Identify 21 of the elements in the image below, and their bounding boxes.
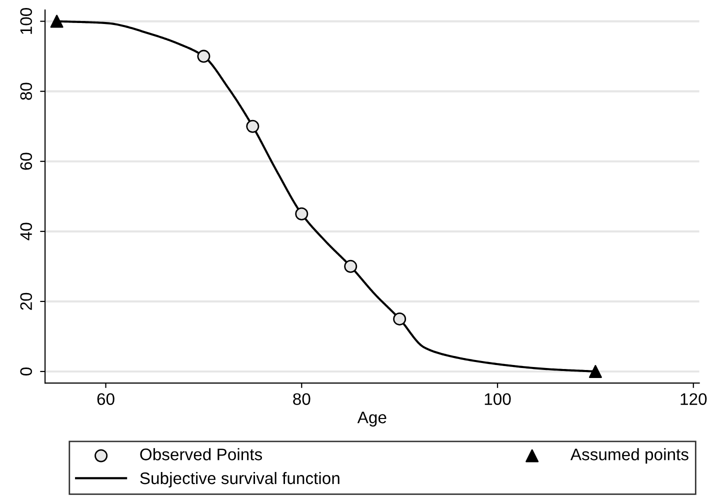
legend-label: Observed Points (140, 448, 262, 460)
y-tick-label: 60 (20, 152, 32, 170)
x-tick-label: 60 (97, 393, 114, 406)
point (197, 50, 210, 63)
x-tick-label: 120 (680, 393, 707, 406)
point (295, 207, 308, 220)
point (246, 120, 260, 133)
point (393, 312, 406, 326)
x-axis-title: Age (357, 412, 386, 427)
legend-label: Subjective survival function (140, 472, 340, 488)
point (588, 364, 602, 378)
y-tick-label: 40 (20, 222, 32, 240)
y-tick-label: 80 (20, 82, 32, 100)
y-tick-label: 0 (20, 368, 32, 376)
point (50, 14, 64, 28)
x-tick-label: 100 (484, 393, 511, 406)
legend-label: Assumed points (570, 448, 688, 464)
y-tick-label: 20 (20, 292, 32, 310)
point (344, 260, 358, 273)
y-tick-label: 100 (20, 8, 32, 34)
x-tick-label: 80 (293, 393, 310, 406)
